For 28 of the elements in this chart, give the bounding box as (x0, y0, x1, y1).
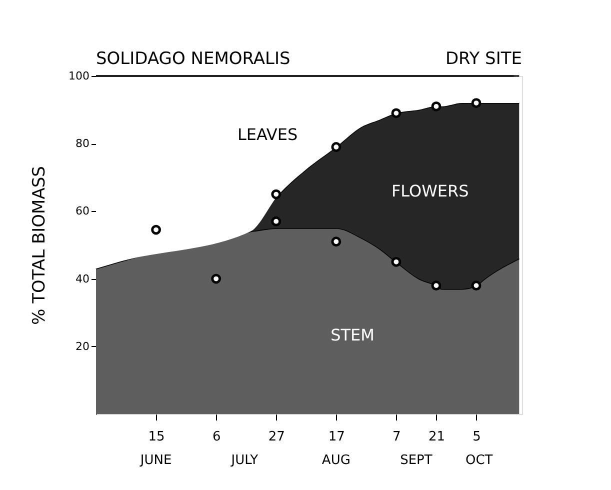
x-tick-label: 17 (328, 430, 345, 444)
y-tick-label: 80 (76, 137, 90, 150)
point (471, 98, 482, 108)
x-tick-label: 21 (428, 430, 445, 444)
y-tick-label: 100 (68, 70, 90, 82)
x2-tick-label: SEPT (400, 453, 432, 468)
x-tick-label: 7 (392, 430, 401, 444)
point (271, 216, 282, 226)
x-tick-label: 5 (472, 430, 481, 444)
y-tick-label: 60 (76, 204, 90, 218)
x-tick-label: 6 (212, 430, 221, 444)
point (391, 108, 402, 118)
series-label: LEAVES (237, 124, 298, 144)
y-axis-title: % TOTAL BIOMASS (30, 166, 50, 325)
point (271, 189, 282, 200)
chart-title: SOLIDAGO NEMORALIS (96, 49, 290, 69)
series-label: FLOWERS (391, 182, 469, 201)
x2-tick-label: OCT (465, 453, 493, 468)
point (431, 101, 442, 112)
chart-subtitle: DRY SITE (445, 49, 522, 69)
x-tick-label: 15 (148, 430, 165, 444)
y-tick-label: 20 (76, 340, 90, 353)
x2-tick-label: AUG (322, 453, 350, 468)
x-tick-label: 27 (268, 430, 285, 444)
y-tick-label: 40 (76, 272, 90, 286)
x2-tick-label: JUNE (139, 453, 172, 468)
x2-tick-label: JULY (230, 453, 258, 468)
point (331, 142, 342, 152)
